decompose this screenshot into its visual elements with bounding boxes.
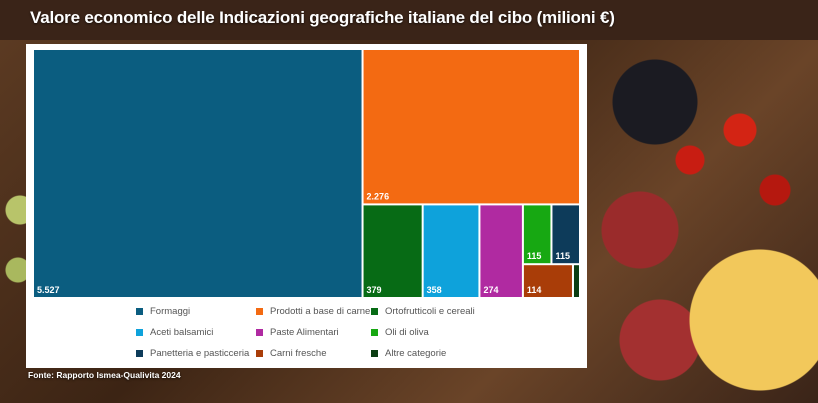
treemap-value-label-aceti-balsamici: 358 <box>427 285 442 295</box>
legend-swatch <box>371 350 378 357</box>
chart-title: Valore economico delle Indicazioni geogr… <box>30 8 615 27</box>
legend-label: Oli di oliva <box>385 327 429 338</box>
treemap-value-label-ortofrutticoli-e-cereali: 379 <box>367 285 382 295</box>
treemap-value-label-panetteria-e-pasticceria: 115 <box>555 251 570 261</box>
legend-swatch <box>136 329 143 336</box>
treemap-cell-paste-alimentari[interactable] <box>480 205 522 297</box>
legend-swatch <box>256 308 263 315</box>
legend-swatch <box>371 329 378 336</box>
legend-label: Aceti balsamici <box>150 327 214 338</box>
legend-label: Carni fresche <box>270 348 327 359</box>
legend-swatch <box>371 308 378 315</box>
legend-swatch <box>256 350 263 357</box>
legend-label: Paste Alimentari <box>270 327 339 338</box>
legend-label: Prodotti a base di carne <box>270 306 371 317</box>
legend-item-oli-di-oliva[interactable]: Oli di oliva <box>371 327 429 338</box>
treemap-value-label-prodotti-a-base-di-carne: 2.276 <box>367 191 390 201</box>
treemap-cell-carni-fresche[interactable] <box>523 265 572 297</box>
treemap-cell-aceti-balsamici[interactable] <box>423 205 479 297</box>
treemap-cell-panetteria-e-pasticceria[interactable] <box>552 205 579 264</box>
legend-item-formaggi[interactable]: Formaggi <box>136 306 190 317</box>
legend-label: Panetteria e pasticceria <box>150 348 250 359</box>
legend-item-ortofrutticoli-e-cereali[interactable]: Ortofrutticoli e cereali <box>371 306 475 317</box>
treemap-cell-prodotti-a-base-di-carne[interactable] <box>363 50 579 204</box>
legend-swatch <box>256 329 263 336</box>
treemap-cell-altre-categorie[interactable] <box>573 265 579 297</box>
treemap-cell-oli-di-oliva[interactable] <box>523 205 551 264</box>
treemap-value-label-formaggi: 5.527 <box>37 285 60 295</box>
legend-item-altre-categorie[interactable]: Altre categorie <box>371 348 446 359</box>
legend-label: Altre categorie <box>385 348 447 359</box>
treemap-value-label-carni-fresche: 114 <box>527 285 542 295</box>
treemap-value-label-oli-di-oliva: 115 <box>527 251 542 261</box>
chart-legend: Formaggi Prodotti a base di carne Ortofrut… <box>136 306 556 366</box>
chart-panel: 5.527 2.276 379 358 274 115 115 114 Formaggi Pro… <box>26 44 587 368</box>
legend-item-prodotti-a-base-di-carne[interactable]: Prodotti a base di carne <box>256 306 370 317</box>
legend-item-carni-fresche[interactable]: Carni fresche <box>256 348 327 359</box>
legend-item-panetteria-e-pasticceria[interactable]: Panetteria e pasticceria <box>136 348 249 359</box>
legend-item-paste-alimentari[interactable]: Paste Alimentari <box>256 327 339 338</box>
treemap-chart: 5.527 2.276 379 358 274 115 115 114 <box>34 50 579 297</box>
legend-label: Ortofrutticoli e cereali <box>385 306 475 317</box>
treemap-cell-ortofrutticoli-e-cereali[interactable] <box>363 205 422 297</box>
treemap-value-label-paste-alimentari: 274 <box>483 285 498 295</box>
treemap-cell-formaggi[interactable] <box>34 50 362 297</box>
legend-item-aceti-balsamici[interactable]: Aceti balsamici <box>136 327 213 338</box>
legend-swatch <box>136 350 143 357</box>
source-note: Fonte: Rapporto Ismea-Qualivita 2024 <box>28 370 181 380</box>
legend-label: Formaggi <box>150 306 191 317</box>
legend-swatch <box>136 308 143 315</box>
